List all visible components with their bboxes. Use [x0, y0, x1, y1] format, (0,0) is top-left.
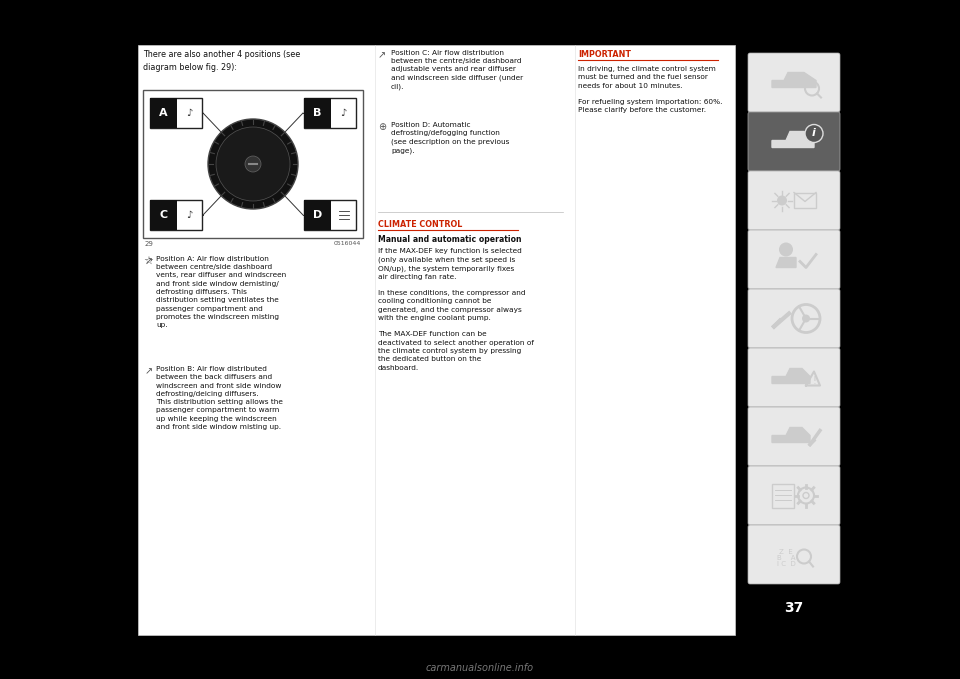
Text: Position D: Automatic
defrosting/defogging function
(see description on the prev: Position D: Automatic defrosting/defoggi… — [391, 122, 510, 153]
Text: Manual and automatic operation: Manual and automatic operation — [378, 235, 521, 244]
Circle shape — [216, 127, 290, 201]
Polygon shape — [772, 73, 816, 88]
FancyBboxPatch shape — [304, 200, 331, 230]
FancyBboxPatch shape — [150, 98, 202, 128]
FancyBboxPatch shape — [150, 200, 177, 230]
FancyBboxPatch shape — [748, 407, 840, 466]
Polygon shape — [772, 369, 810, 384]
Polygon shape — [772, 132, 814, 147]
Circle shape — [245, 156, 261, 172]
FancyBboxPatch shape — [304, 200, 356, 230]
Text: Position C: Air flow distribution
between the centre/side dashboard
adjustable v: Position C: Air flow distribution betwee… — [391, 50, 523, 90]
Circle shape — [777, 196, 787, 206]
Text: CLIMATE CONTROL: CLIMATE CONTROL — [378, 220, 463, 229]
FancyBboxPatch shape — [304, 98, 331, 128]
Circle shape — [779, 242, 793, 257]
FancyBboxPatch shape — [748, 466, 840, 525]
Text: ♪: ♪ — [186, 108, 193, 118]
Text: 29: 29 — [145, 241, 154, 247]
Text: In driving, the climate control system
must be turned and the fuel sensor
needs : In driving, the climate control system m… — [578, 66, 723, 113]
Text: Position B: Air flow distributed
between the back diffusers and
windscreen and f: Position B: Air flow distributed between… — [156, 366, 283, 430]
FancyBboxPatch shape — [150, 98, 177, 128]
Circle shape — [208, 119, 298, 209]
Polygon shape — [776, 257, 796, 268]
FancyBboxPatch shape — [748, 289, 840, 348]
Text: There are also another 4 positions (see
diagram below fig. 29):: There are also another 4 positions (see … — [143, 50, 300, 71]
Text: IMPORTANT: IMPORTANT — [578, 50, 631, 59]
Text: ♪: ♪ — [341, 108, 347, 118]
FancyBboxPatch shape — [748, 53, 840, 112]
FancyBboxPatch shape — [748, 112, 840, 171]
Text: A: A — [159, 108, 168, 118]
Text: !: ! — [812, 375, 816, 386]
Text: ↗: ↗ — [378, 50, 386, 60]
Text: ↗: ↗ — [145, 366, 154, 376]
Text: C: C — [159, 210, 168, 220]
Text: If the MAX-DEF key function is selected
(only available when the set speed is
ON: If the MAX-DEF key function is selected … — [378, 248, 534, 371]
Text: 0516044: 0516044 — [334, 241, 361, 246]
FancyBboxPatch shape — [748, 348, 840, 407]
FancyBboxPatch shape — [150, 200, 202, 230]
Text: I C  D: I C D — [777, 560, 796, 566]
Text: Z  E: Z E — [780, 549, 793, 555]
Text: carmanualsonline.info: carmanualsonline.info — [426, 663, 534, 673]
Text: i: i — [812, 128, 816, 139]
FancyBboxPatch shape — [304, 98, 356, 128]
FancyBboxPatch shape — [748, 230, 840, 289]
Polygon shape — [772, 428, 810, 443]
Text: D: D — [313, 210, 323, 220]
Text: B    A: B A — [777, 555, 795, 560]
Circle shape — [805, 124, 823, 143]
Text: 37: 37 — [784, 601, 804, 615]
Text: ☆: ☆ — [143, 256, 153, 266]
FancyBboxPatch shape — [748, 525, 840, 584]
Text: ⊕: ⊕ — [378, 122, 386, 132]
Text: B: B — [313, 108, 322, 118]
Text: Position A: Air flow distribution
between centre/side dashboard
vents, rear diff: Position A: Air flow distribution betwee… — [156, 256, 286, 328]
FancyBboxPatch shape — [748, 171, 840, 230]
Text: ♪: ♪ — [186, 210, 193, 220]
Circle shape — [802, 314, 810, 323]
FancyBboxPatch shape — [138, 45, 735, 635]
FancyBboxPatch shape — [143, 90, 363, 238]
Text: ↗: ↗ — [145, 256, 154, 266]
